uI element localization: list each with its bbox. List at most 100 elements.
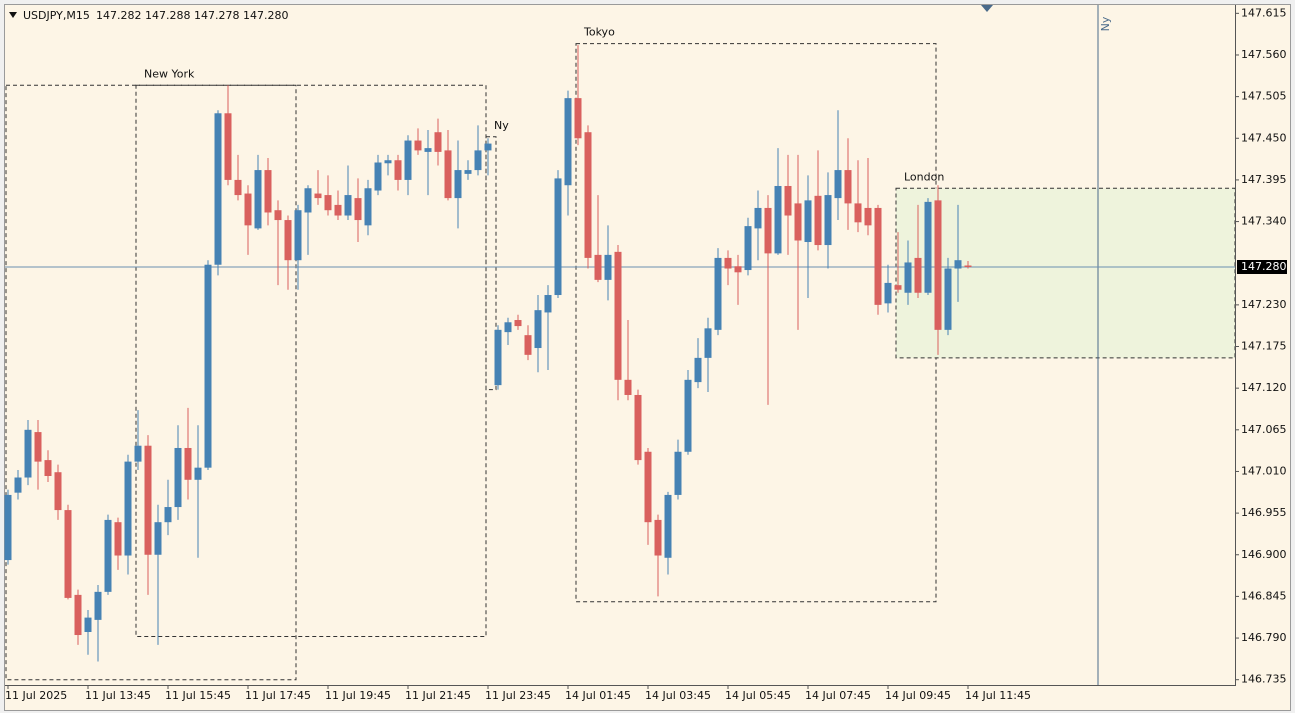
x-tick-label: 14 Jul 05:45: [725, 689, 791, 702]
candle-body: [694, 357, 702, 383]
overlays: New York Ny Tokyo London Ny 147.280: [144, 16, 1287, 275]
candle-body: [774, 185, 782, 254]
y-tick-label: 147.615: [1241, 6, 1287, 19]
candle-body: [824, 195, 832, 246]
candle-body: [644, 451, 652, 523]
candle-body: [934, 200, 942, 330]
candle-body: [794, 203, 802, 241]
shift-marker: [981, 5, 993, 12]
candle-body: [664, 494, 672, 558]
candle-body: [424, 148, 432, 152]
candle-body: [904, 262, 912, 293]
candle-body: [844, 170, 852, 204]
candle-body: [34, 432, 42, 462]
candle-body: [504, 322, 512, 333]
session-box: [5, 84, 297, 681]
symbol: USDJPY,M15: [23, 9, 90, 22]
candle-body: [614, 251, 622, 380]
candle-body: [4, 494, 12, 561]
y-tick-label: 147.450: [1241, 131, 1287, 144]
current-price-label: 147.280: [1241, 260, 1287, 273]
y-tick-label: 147.175: [1241, 340, 1287, 353]
candle-body: [434, 132, 442, 152]
candle-body: [924, 201, 932, 293]
y-tick-label: 147.340: [1241, 215, 1287, 228]
session-label: London: [904, 170, 944, 183]
candle-body: [564, 98, 572, 186]
candle-body: [304, 188, 312, 213]
y-tick-label: 146.735: [1241, 673, 1287, 686]
candle-body: [224, 113, 232, 180]
candle-body: [414, 140, 422, 151]
candle-body: [454, 170, 462, 199]
candle-body: [954, 260, 962, 269]
menu-arrow[interactable]: [9, 12, 17, 18]
x-tick-label: 14 Jul 07:45: [805, 689, 871, 702]
candle-body: [964, 265, 972, 268]
candle-body: [624, 379, 632, 395]
candle-body: [474, 150, 482, 171]
candle-body: [144, 445, 152, 555]
candle-body: [734, 266, 742, 273]
candle-body: [944, 268, 952, 330]
y-tick-label: 147.505: [1241, 90, 1287, 103]
candle-body: [534, 310, 542, 349]
candle-body: [74, 594, 82, 636]
candle-body: [154, 522, 162, 555]
candle-body: [674, 451, 682, 495]
candle-body: [124, 461, 132, 556]
candle-body: [584, 132, 592, 258]
candle-body: [714, 257, 722, 330]
candle-body: [784, 185, 792, 216]
candle-body: [464, 170, 472, 174]
ohlc-info: 147.282 147.288 147.278 147.280: [96, 9, 288, 22]
candle-body: [264, 170, 272, 213]
candle-body: [444, 150, 452, 199]
x-tick-label: 11 Jul 17:45: [245, 689, 311, 702]
session-marker-label: Ny: [1099, 16, 1112, 31]
candle-body: [804, 200, 812, 243]
candle-body: [684, 379, 692, 452]
y-tick-label: 147.010: [1241, 464, 1287, 477]
candle-body: [254, 170, 262, 229]
candle-body: [14, 477, 22, 493]
candle-body: [274, 210, 282, 221]
sessions: [5, 43, 1236, 681]
y-tick-label: 146.845: [1241, 589, 1287, 602]
y-tick-label: 146.955: [1241, 506, 1287, 519]
x-tick-label: 11 Jul 13:45: [85, 689, 151, 702]
y-tick-label: 147.395: [1241, 173, 1287, 186]
candle-body: [884, 282, 892, 304]
candle-body: [544, 295, 552, 313]
x-tick-label: 11 Jul 2025: [5, 689, 67, 702]
candle-body: [484, 143, 492, 151]
session-box: [485, 136, 497, 391]
x-tick-label: 14 Jul 11:45: [965, 689, 1031, 702]
y-tick-label: 146.790: [1241, 631, 1287, 644]
candle-body: [84, 617, 92, 632]
x-tick-label: 14 Jul 03:45: [645, 689, 711, 702]
candle-body: [64, 510, 72, 598]
candle-body: [294, 210, 302, 261]
session-box: [895, 187, 1236, 359]
candle-body: [344, 195, 352, 216]
session-label: Tokyo: [583, 26, 615, 39]
candle-body: [574, 98, 582, 139]
session-label: Ny: [494, 119, 509, 132]
x-tick-label: 11 Jul 21:45: [405, 689, 471, 702]
candle-body: [164, 507, 172, 523]
candle-body: [814, 195, 822, 246]
candle-body: [374, 162, 382, 191]
candle-body: [184, 447, 192, 480]
candle-body: [404, 140, 412, 180]
candle-body: [94, 591, 102, 620]
candle-body: [704, 328, 712, 358]
candle-body: [44, 460, 52, 477]
candle-body: [104, 519, 112, 592]
candle-body: [54, 472, 62, 511]
y-tick-label: 147.065: [1241, 423, 1287, 436]
candle-body: [864, 207, 872, 226]
candle-body: [334, 204, 342, 216]
candle-body: [514, 320, 522, 327]
